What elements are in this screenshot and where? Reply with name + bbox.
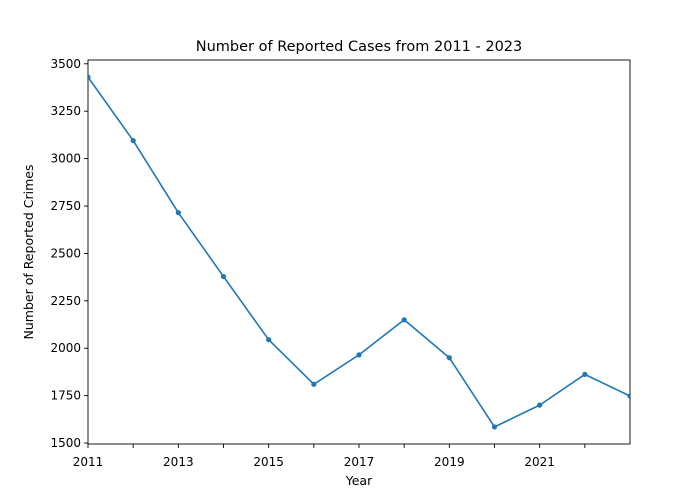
series-group (88, 74, 630, 430)
data-point (356, 352, 362, 358)
x-tick-label: 2019 (434, 455, 465, 469)
y-tick-label: 2250 (50, 294, 81, 308)
y-tick-label: 1750 (50, 389, 81, 403)
data-point (220, 273, 227, 280)
plot-frame (87, 59, 631, 445)
data-point (401, 317, 407, 323)
data-point (311, 381, 317, 387)
y-tick-label: 1500 (50, 436, 81, 450)
y-tick-label: 2500 (50, 246, 81, 260)
x-tick-label: 2017 (344, 455, 375, 469)
data-point (537, 402, 543, 408)
y-tick-label: 2750 (50, 199, 81, 213)
data-point (130, 137, 136, 144)
y-tick-label: 3250 (50, 104, 81, 118)
x-tick-label: 2013 (163, 455, 194, 469)
x-tick-label: 2011 (73, 455, 104, 469)
data-point (627, 393, 630, 399)
x-tick-label: 2021 (524, 455, 555, 469)
y-tick-label: 3000 (50, 152, 81, 166)
data-point (175, 210, 181, 216)
chart-title: Number of Reported Cases from 2011 - 202… (196, 39, 523, 55)
series-line (88, 76, 630, 428)
plot-area: 1500 1750 2000 2250 2500 2750 3000 3250 3500 2011… (50, 57, 631, 469)
x-axis-label: Year (345, 473, 373, 488)
data-point (491, 424, 498, 430)
y-tick-label: 3500 (50, 57, 81, 71)
data-point (266, 337, 272, 343)
data-point (88, 74, 91, 80)
data-point (582, 371, 588, 378)
y-tick-label: 2000 (50, 341, 81, 355)
x-tick-label: 2015 (253, 455, 284, 469)
y-axis-label: Number of Reported Crimes (21, 165, 36, 340)
data-point (446, 355, 452, 361)
